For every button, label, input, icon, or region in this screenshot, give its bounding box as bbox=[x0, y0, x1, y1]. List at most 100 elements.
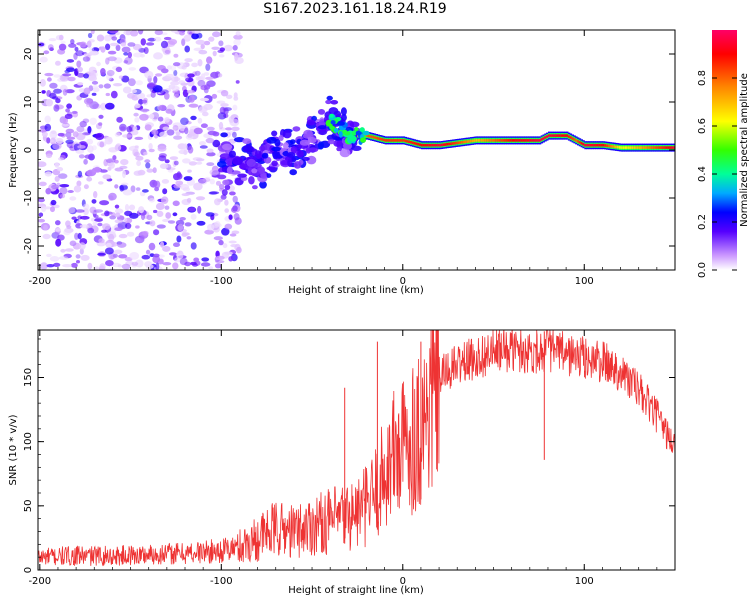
ridge-core bbox=[555, 134, 558, 137]
noise-blob bbox=[59, 34, 64, 41]
transition-blob bbox=[278, 135, 284, 141]
noise-blob bbox=[118, 75, 124, 79]
noise-blob bbox=[88, 47, 94, 52]
noise-blob bbox=[148, 242, 156, 251]
noise-blob bbox=[134, 136, 144, 140]
transition-blob bbox=[226, 166, 233, 175]
spectrogram-x-tick-label: 0 bbox=[400, 276, 406, 287]
noise-blob bbox=[228, 256, 234, 262]
ridge-core bbox=[526, 139, 529, 142]
noise-blob bbox=[212, 139, 221, 148]
noise-blob bbox=[195, 161, 203, 165]
transition-blob bbox=[286, 152, 296, 158]
ridge-core bbox=[631, 146, 634, 149]
ridge-core bbox=[497, 139, 500, 142]
noise-blob bbox=[162, 218, 170, 223]
spectrogram-y-tick-label: 0 bbox=[23, 147, 34, 153]
ridge-core bbox=[384, 139, 387, 142]
noise-blob bbox=[155, 262, 160, 270]
noise-blob bbox=[165, 108, 173, 114]
ridge-core bbox=[635, 146, 638, 149]
noise-blob bbox=[158, 155, 167, 162]
noise-blob bbox=[184, 58, 193, 63]
noise-blob bbox=[62, 264, 72, 268]
noise-blob bbox=[161, 196, 169, 204]
ridge-core bbox=[627, 146, 631, 149]
noise-blob bbox=[194, 70, 201, 76]
noise-blob bbox=[120, 42, 127, 47]
noise-blob bbox=[172, 212, 178, 217]
noise-blob bbox=[51, 184, 60, 190]
noise-blob bbox=[118, 233, 128, 239]
ridge-core bbox=[508, 139, 511, 142]
noise-blob bbox=[146, 82, 157, 89]
noise-blob bbox=[69, 240, 77, 247]
ridge-core bbox=[575, 139, 578, 142]
noise-blob bbox=[49, 92, 57, 99]
ridge-core bbox=[528, 139, 531, 142]
ridge-core bbox=[646, 146, 649, 149]
transition-blob bbox=[246, 158, 256, 167]
noise-blob bbox=[224, 251, 233, 255]
transition-blob bbox=[349, 121, 360, 128]
noise-blob bbox=[65, 248, 74, 252]
ridge-core bbox=[589, 143, 593, 147]
noise-blob bbox=[233, 92, 238, 99]
ridge-core bbox=[638, 146, 642, 149]
noise-blob bbox=[233, 213, 240, 221]
ridge-core bbox=[524, 139, 527, 142]
noise-blob bbox=[104, 210, 110, 217]
noise-blob bbox=[149, 253, 155, 257]
noise-blob bbox=[78, 154, 85, 159]
noise-blob bbox=[77, 170, 83, 178]
noise-blob bbox=[124, 204, 130, 211]
noise-blob bbox=[106, 69, 115, 77]
ridge-core bbox=[471, 139, 475, 143]
noise-blob bbox=[87, 32, 93, 39]
noise-blob bbox=[157, 145, 167, 152]
noise-blob bbox=[154, 180, 161, 189]
noise-blob bbox=[212, 50, 217, 57]
ridge-core bbox=[440, 143, 444, 147]
noise-blob bbox=[126, 231, 135, 237]
noise-blob bbox=[135, 225, 140, 229]
noise-blob bbox=[151, 129, 159, 135]
noise-blob bbox=[42, 233, 51, 240]
transition-blob bbox=[296, 150, 304, 158]
noise-blob bbox=[232, 131, 237, 138]
noise-blob bbox=[98, 238, 105, 244]
transition-blob bbox=[266, 166, 277, 171]
noise-blob bbox=[154, 134, 159, 139]
ridge-core bbox=[567, 135, 571, 138]
ridge-core bbox=[598, 143, 602, 147]
noise-blob bbox=[39, 56, 48, 63]
noise-blob bbox=[122, 189, 133, 196]
noise-blob bbox=[198, 50, 208, 55]
ridge-core bbox=[391, 139, 395, 142]
noise-blob bbox=[207, 223, 215, 231]
ridge-core bbox=[435, 143, 438, 147]
ridge-core bbox=[593, 143, 596, 147]
ridge-core bbox=[499, 139, 502, 142]
noise-blob bbox=[100, 68, 106, 76]
noise-blob bbox=[45, 153, 53, 159]
noise-blob bbox=[184, 127, 189, 135]
ridge-core bbox=[624, 146, 627, 149]
noise-blob bbox=[109, 162, 115, 169]
noise-blob bbox=[75, 149, 85, 154]
noise-blob bbox=[186, 89, 195, 94]
ridge-core bbox=[649, 146, 652, 149]
noise-blob bbox=[74, 46, 79, 52]
noise-blob bbox=[98, 181, 104, 185]
ridge-core bbox=[548, 134, 551, 137]
spectrogram-y-label: Frequency (Hz) bbox=[8, 112, 19, 188]
noise-blob bbox=[76, 180, 82, 187]
noise-blob bbox=[232, 195, 238, 203]
noise-blob bbox=[114, 219, 124, 224]
noise-blob bbox=[74, 232, 79, 240]
transition-blob bbox=[220, 132, 228, 138]
noise-blob bbox=[58, 43, 67, 51]
transition-blob bbox=[242, 144, 254, 153]
noise-blob bbox=[73, 185, 82, 193]
